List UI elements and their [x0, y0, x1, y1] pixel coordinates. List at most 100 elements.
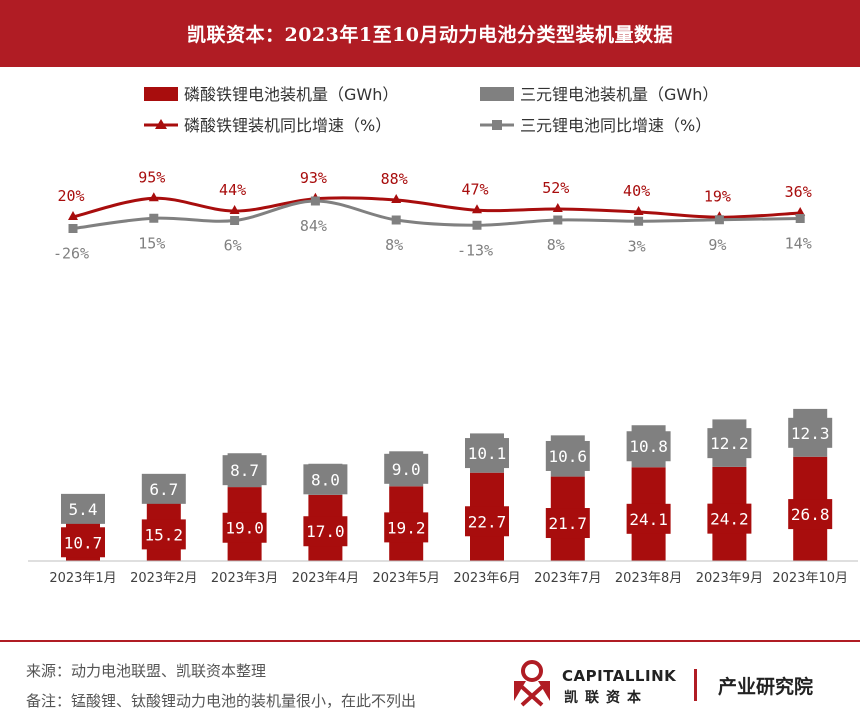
growth-label-ncm: -13% — [457, 241, 493, 259]
bar-label-lfp: 19.0 — [225, 519, 264, 538]
growth-label-ncm: 15% — [138, 234, 165, 252]
legend-item: 磷酸铁锂电池装机量（GWh） — [144, 85, 398, 104]
growth-label-ncm: 8% — [547, 236, 565, 254]
bars: 10.7 5.4 15.2 6.7 19.0 8.7 17.0 8.0 19.2 9.0 22.7 1… — [61, 408, 833, 561]
bar-label-ncm: 8.0 — [311, 470, 340, 489]
growth-marker-lfp — [633, 206, 644, 215]
growth-line-ncm — [72, 199, 801, 230]
chart-title: 凯联资本：2023年1至10月动力电池分类型装机量数据 — [186, 24, 674, 46]
growth-label-lfp: 44% — [219, 181, 246, 199]
legend-item: 三元锂电池同比增速（%） — [480, 116, 711, 135]
growth-marker-ncm — [472, 220, 482, 230]
bar-label-box — [707, 503, 752, 534]
growth-marker-lfp — [472, 204, 482, 214]
growth-marker-lfp — [68, 211, 78, 220]
bar-label-ncm: 6.7 — [149, 480, 178, 499]
bar-label-ncm: 12.2 — [710, 434, 749, 453]
growth-marker-ncm — [553, 215, 563, 225]
bar-label-ncm: 12.3 — [791, 424, 830, 443]
legend-label: 三元锂电池装机量（GWh） — [520, 85, 718, 104]
bar-label-box — [384, 512, 429, 543]
growth-label-lfp: 40% — [623, 182, 650, 200]
bar-label-lfp: 26.8 — [791, 505, 830, 524]
legend-item: 三元锂电池装机量（GWh） — [480, 85, 718, 104]
bar-label-box — [384, 453, 429, 484]
title-banner: 凯联资本：2023年1至10月动力电池分类型装机量数据 — [0, 0, 860, 67]
brand-name-en: CAPITALLINK — [562, 667, 677, 685]
capitallink-logo-icon — [514, 660, 550, 707]
growth-marker-lfp — [229, 205, 240, 214]
bar-label-box — [545, 440, 590, 471]
legend-label: 三元锂电池同比增速（%） — [520, 116, 711, 135]
growth-label-ncm: 8% — [385, 236, 403, 254]
growth-marker-lfp — [391, 194, 402, 203]
bar-label-box — [545, 508, 590, 539]
brand-name-cn: 凯联资本 — [564, 690, 648, 706]
growth-marker-ncm — [68, 224, 78, 233]
legend-marker — [492, 120, 502, 130]
bar-label-box — [141, 519, 186, 550]
brand-tagline: 产业研究院 — [718, 676, 814, 698]
growth-marker-ncm — [634, 216, 644, 226]
growth-label-ncm: 6% — [224, 237, 242, 255]
bar-label-box — [626, 431, 671, 462]
bar-label-ncm: 10.1 — [468, 444, 507, 463]
growth-label-lfp: 36% — [785, 183, 812, 201]
growth-lines: 20% 95% 44% 93% 88% 47% 52% 40% 19% 36% -26% 15% 6% 8… — [53, 168, 812, 262]
legend: 磷酸铁锂电池装机量（GWh） 三元锂电池装机量（GWh） 磷酸铁锂装机同比增速（%）… — [144, 85, 718, 135]
bar-label-ncm: 10.8 — [629, 437, 668, 456]
x-tick-label: 2023年10月 — [772, 571, 848, 586]
bar-label-lfp: 15.2 — [145, 525, 184, 544]
bar-label-box — [626, 503, 671, 534]
x-axis: 2023年1月 2023年2月 2023年3月 2023年4月 2023年5月 2023年… — [28, 560, 858, 586]
legend-item: 磷酸铁锂装机同比增速（%） — [144, 116, 391, 135]
growth-marker-lfp — [148, 192, 159, 202]
x-tick-label: 2023年6月 — [453, 571, 520, 586]
bar-label-lfp: 21.7 — [549, 514, 588, 533]
legend-label: 磷酸铁锂装机同比增速（%） — [184, 116, 391, 135]
legend-swatch — [144, 87, 178, 101]
bar-label-box — [141, 473, 186, 504]
growth-label-ncm: -26% — [53, 245, 89, 263]
x-tick-label: 2023年5月 — [373, 571, 440, 586]
growth-label-ncm: 84% — [300, 217, 327, 235]
growth-marker-ncm — [230, 216, 240, 225]
bar-label-box — [465, 438, 509, 469]
growth-marker-ncm — [714, 215, 724, 225]
growth-label-ncm: 9% — [708, 236, 726, 254]
bar-label-box — [303, 516, 348, 547]
growth-label-lfp: 88% — [381, 170, 408, 188]
growth-label-lfp: 47% — [461, 180, 488, 198]
growth-marker-lfp — [795, 207, 806, 216]
growth-label-lfp: 20% — [57, 187, 84, 205]
growth-label-lfp: 19% — [704, 187, 731, 205]
brand-block: CAPITALLINK 凯联资本 产业研究院 — [504, 655, 854, 711]
growth-marker-ncm — [149, 213, 159, 223]
bar-label-box — [303, 464, 348, 495]
source-note: 来源：动力电池联盟、凯联资本整理 — [26, 662, 267, 680]
x-tick-label: 2023年9月 — [696, 571, 763, 586]
growth-label-lfp: 52% — [542, 179, 569, 197]
bar-label-lfp: 22.7 — [468, 512, 507, 531]
x-tick-label: 2023年3月 — [211, 571, 278, 586]
bar-label-ncm: 8.7 — [230, 461, 259, 480]
bar-label-box — [707, 428, 752, 459]
growth-label-lfp: 95% — [138, 168, 165, 186]
growth-label-ncm: 3% — [628, 237, 646, 255]
remark-note: 备注：锰酸锂、钛酸锂动力电池的装机量很小，在此不列出 — [26, 692, 417, 710]
chart-area: 磷酸铁锂电池装机量（GWh） 三元锂电池装机量（GWh） 磷酸铁锂装机同比增速（%）… — [28, 85, 858, 586]
growth-marker-ncm — [795, 214, 805, 223]
bar-label-lfp: 24.1 — [629, 510, 668, 529]
growth-label-ncm: 14% — [785, 235, 812, 253]
x-tick-label: 2023年1月 — [49, 571, 116, 586]
bar-label-ncm: 9.0 — [392, 460, 421, 479]
legend-label: 磷酸铁锂电池装机量（GWh） — [184, 85, 398, 104]
x-tick-label: 2023年8月 — [615, 571, 682, 586]
footer-divider — [0, 640, 860, 642]
x-tick-label: 2023年2月 — [130, 571, 197, 586]
x-tick-label: 2023年7月 — [534, 571, 601, 586]
brand-separator — [694, 669, 697, 701]
legend-marker — [155, 119, 167, 129]
bar-label-box — [788, 417, 833, 448]
x-tick-label: 2023年4月 — [292, 571, 359, 586]
